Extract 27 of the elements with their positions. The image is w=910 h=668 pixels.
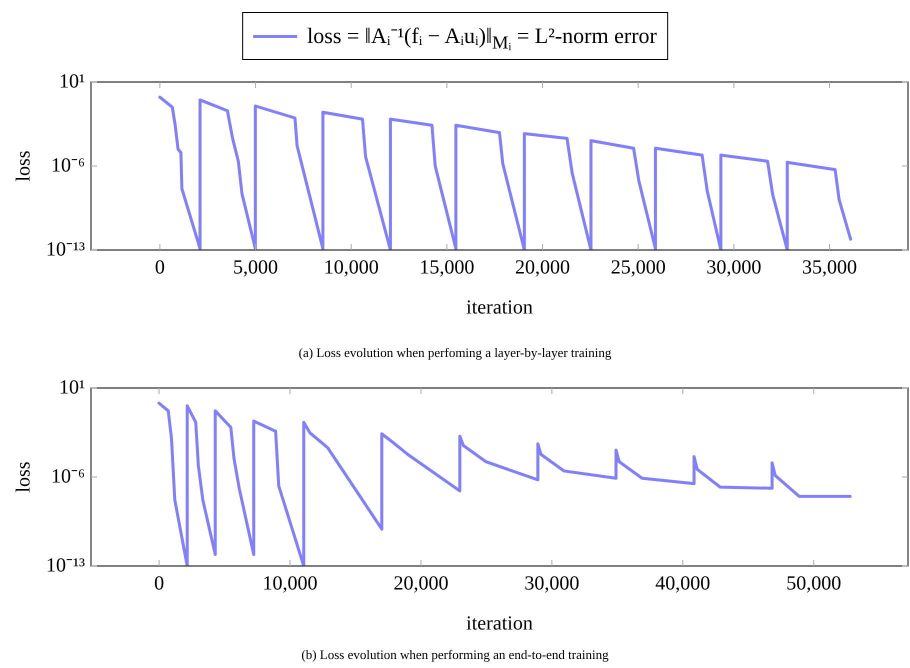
x-axis-title: iteration	[466, 296, 533, 318]
y-tick-label: 10⁻¹³	[46, 238, 85, 260]
x-tick-label: 10,000	[324, 256, 379, 278]
y-axis-title: loss	[12, 461, 34, 493]
x-tick-label: 25,000	[610, 256, 666, 278]
y-axis-title: loss	[12, 150, 34, 182]
x-tick-label: 15,000	[419, 256, 474, 278]
y-tick-label: 10¹	[58, 376, 85, 398]
y-tick-label: 10⁻⁶	[51, 465, 86, 488]
y-tick-label: 10⁻¹³	[46, 554, 85, 576]
x-tick-label: 10,000	[262, 572, 318, 594]
y-tick-label: 10⁻⁶	[51, 154, 86, 176]
y-tick-label: 10¹	[58, 70, 85, 92]
x-axis-title: iteration	[466, 612, 533, 634]
text: (b) Loss evolution when performing an end-to-end training	[300, 647, 610, 663]
x-tick-label: 35,000	[802, 256, 858, 278]
x-tick-label: 0	[154, 256, 165, 278]
x-tick-label: 30,000	[524, 572, 580, 594]
x-tick-label: 40,000	[655, 572, 710, 594]
legend-label: loss = ‖Aᵢ⁻¹(fᵢ − Aᵢuᵢ)‖$_{Mᵢ}$ = L²-norm error	[307, 22, 657, 54]
x-tick-label: 50,000	[786, 572, 842, 594]
x-tick-label: 20,000	[393, 572, 448, 594]
text: (a) Loss evolution when perfoming a layer-by-layer training	[298, 345, 612, 361]
x-tick-label: 5,000	[233, 256, 278, 278]
x-tick-label: 30,000	[706, 256, 762, 278]
x-tick-label: 20,000	[515, 256, 570, 278]
x-tick-label: 0	[154, 572, 164, 594]
